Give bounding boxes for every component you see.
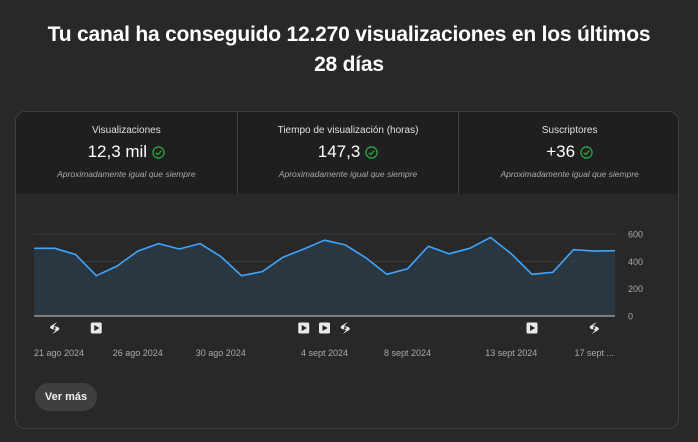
metric-subtext: Aproximadamente igual que siempre bbox=[500, 169, 639, 179]
metric-value: 12,3 mil bbox=[87, 142, 148, 161]
video-icon[interactable] bbox=[298, 322, 310, 334]
headline: Tu canal ha conseguido 12.270 visualizac… bbox=[0, 20, 698, 80]
x-tick-label: 13 sept 2024 bbox=[485, 348, 537, 358]
shorts-icon[interactable] bbox=[589, 322, 599, 334]
shorts-icon[interactable] bbox=[340, 322, 350, 334]
metric-tab-subscribers[interactable]: Suscriptores +36 Aproximadamente igual q… bbox=[458, 112, 678, 194]
check-circle-icon bbox=[580, 145, 593, 159]
shorts-icon[interactable] bbox=[50, 322, 60, 334]
x-tick-label: 17 sept ... bbox=[574, 348, 614, 358]
metric-tab-views[interactable]: Visualizaciones 12,3 mil Aproximadamente… bbox=[16, 112, 237, 194]
metric-value: +36 bbox=[546, 142, 576, 161]
metric-value: 147,3 bbox=[317, 142, 361, 161]
y-tick-label: 0 bbox=[628, 312, 633, 322]
metric-label: Tiempo de visualización (horas) bbox=[277, 125, 419, 136]
metric-label: Visualizaciones bbox=[91, 125, 161, 136]
x-tick-label: 26 ago 2024 bbox=[113, 348, 163, 358]
metric-tab-watch-time[interactable]: Tiempo de visualización (horas) 147,3 Ap… bbox=[236, 112, 459, 194]
check-circle-icon bbox=[365, 145, 379, 159]
x-tick-label: 4 sept 2024 bbox=[301, 348, 348, 358]
analytics-card: Visualizaciones 12,3 mil Aproximadamente… bbox=[15, 111, 679, 429]
metric-subtext: Aproximadamente igual que siempre bbox=[57, 169, 196, 179]
x-tick-label: 21 ago 2024 bbox=[34, 348, 84, 358]
metric-label: Suscriptores bbox=[541, 125, 598, 136]
series-area bbox=[34, 237, 615, 316]
metric-subtext: Aproximadamente igual que siempre bbox=[278, 169, 418, 179]
see-more-button[interactable]: Ver más bbox=[35, 383, 97, 411]
views-chart: 0 200 400 600 21 ago 2024 26 ago 2024 30 ago 2… bbox=[34, 230, 643, 358]
video-icon[interactable] bbox=[526, 322, 538, 334]
video-icon[interactable] bbox=[90, 322, 102, 334]
metrics-row: Visualizaciones 12,3 mil Aproximadamente… bbox=[16, 112, 678, 194]
y-tick-label: 600 bbox=[628, 230, 643, 240]
x-tick-label: 30 ago 2024 bbox=[196, 348, 246, 358]
x-tick-label: 8 sept 2024 bbox=[384, 348, 431, 358]
y-tick-label: 200 bbox=[628, 284, 643, 294]
headline-line-1: Tu canal ha conseguido 12.270 visualizac… bbox=[47, 23, 651, 46]
check-circle-icon bbox=[152, 145, 165, 159]
y-tick-label: 400 bbox=[628, 257, 643, 267]
series-line bbox=[34, 236, 616, 277]
headline-line-2: 28 días bbox=[314, 53, 384, 76]
video-icon[interactable] bbox=[319, 322, 330, 334]
